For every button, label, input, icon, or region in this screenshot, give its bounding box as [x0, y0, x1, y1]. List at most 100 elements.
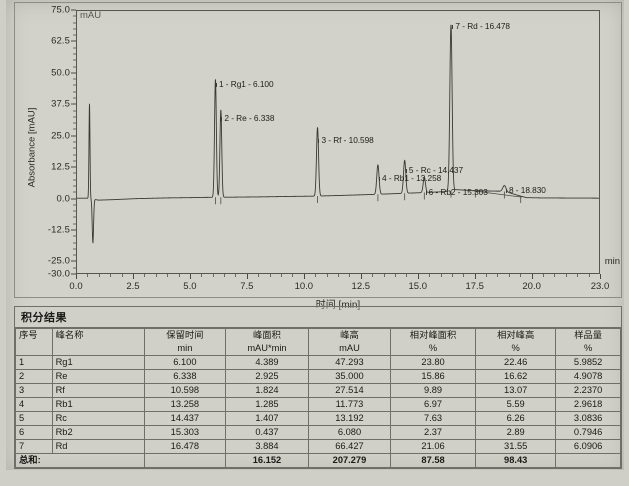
y-tick-minor [73, 147, 76, 149]
results-table: 序号 峰名称 保留时间 min 峰面积 mAU*min 峰高 mAU 相对峰面积% 相对峰高%… [15, 328, 621, 468]
chart-outer-frame [14, 2, 622, 298]
cell-amount: 6.0906 [555, 439, 621, 454]
x-tick-minor [383, 274, 385, 277]
y-tick-minor [73, 91, 76, 93]
x-tick-minor [178, 274, 180, 277]
x-axis-unit: min [604, 256, 620, 267]
table-row[interactable]: 1 Rg1 6.100 4.389 47.293 23.80 22.46 5.9852 [15, 355, 621, 370]
x-tick-minor [577, 274, 579, 277]
cell-height: 27.514 [307, 383, 391, 398]
y-tick-minor [73, 59, 76, 61]
x-tick-minor [167, 274, 169, 277]
chromatogram-trace [77, 11, 599, 273]
cell-rel_area: 15.86 [389, 369, 477, 384]
peak-marker-Rc [405, 169, 407, 173]
results-title: 积分结果 [15, 307, 621, 328]
column-header-line1: 样品量 [574, 330, 603, 340]
cell-name: Re [51, 369, 145, 384]
y-tick-label: 12.5 [51, 161, 70, 173]
table-row[interactable]: 2 Re 6.338 2.925 35.000 15.86 16.62 4.9078 [15, 369, 621, 384]
peak-label-Rc: 5 - Rc - 14.437 [408, 165, 464, 175]
y-tick-minor [73, 235, 76, 237]
column-header-1: 峰名称 [51, 328, 145, 356]
cell-rel_height: 31.55 [475, 439, 557, 454]
y-tick-minor [73, 204, 76, 206]
y-tick-mark [71, 103, 76, 105]
column-header-line2: % [511, 343, 520, 353]
integration-baseline [470, 190, 522, 197]
cell-name: Rf [51, 383, 145, 398]
sum-rt [143, 453, 226, 468]
cell-area: 2.925 [224, 369, 309, 384]
sum-label: 总和: [15, 453, 145, 468]
plot-area[interactable]: 1 - Rg1 - 6.100 2 - Re - 6.338 3 - Rf - 10… [76, 10, 600, 274]
cell-rel_area: 9.89 [389, 383, 477, 398]
cell-area: 4.389 [224, 355, 309, 370]
y-tick-minor [73, 28, 76, 30]
column-header-line1: 相对峰高 [497, 330, 535, 340]
y-tick-mark [71, 260, 76, 262]
x-tick-minor [565, 274, 567, 277]
peak-marker-Rf [318, 139, 320, 143]
y-tick-label: 75.0 [51, 4, 70, 16]
cell-amount: 4.9078 [555, 369, 621, 384]
y-tick-minor [73, 53, 76, 55]
x-tick-minor [508, 274, 510, 277]
y-tick-label: 0.0 [56, 193, 70, 205]
cell-rel_area: 23.80 [389, 355, 477, 370]
x-tick-minor [281, 274, 283, 277]
integration-results-panel: 积分结果 序号 峰名称 保留时间 min 峰面积 mAU*min 峰高 mAU 相对峰面积%… [14, 306, 622, 469]
peak-marker-Rd [452, 25, 454, 29]
y-tick-minor [73, 210, 76, 212]
column-header-5: 相对峰面积% [389, 328, 477, 356]
x-tick-mark [246, 274, 248, 279]
x-tick-mark [132, 274, 134, 279]
peak-label-Rb2: 6 - Rb2 - 15.303 [428, 187, 488, 197]
x-axis-ticks: 0.0 2.5 5.0 7.5 10.0 12.5 15.0 17.5 20.0 23.0 [69, 274, 609, 296]
column-header-line2: % [428, 343, 438, 353]
table-row[interactable]: 4 Rb1 13.258 1.285 11.773 6.97 5.59 2.9618 [15, 397, 621, 412]
peak-marker-Rb1 [379, 177, 381, 181]
cell-rel_area: 7.63 [389, 411, 477, 426]
cell-rel_height: 16.62 [475, 369, 557, 384]
x-tick-minor [235, 274, 237, 277]
y-tick-minor [73, 78, 76, 80]
peak-label-8: 8 - 18.830 [508, 185, 546, 195]
cell-rel_height: 22.46 [475, 355, 557, 370]
y-tick-mark [71, 9, 76, 11]
table-row[interactable]: 5 Rc 14.437 1.407 13.192 7.63 6.26 3.0836 [15, 411, 621, 426]
y-tick-mark [71, 198, 76, 200]
cell-rt: 10.598 [143, 383, 226, 398]
x-tick-minor [292, 274, 294, 277]
x-tick-minor [224, 274, 226, 277]
y-axis-unit: mAU [80, 10, 102, 21]
y-tick-minor [73, 122, 76, 124]
column-header-6: 相对峰高% [475, 328, 557, 356]
signal-trace [77, 25, 599, 243]
x-tick-mark [303, 274, 305, 279]
table-row[interactable]: 3 Rf 10.598 1.824 27.514 9.89 13.07 2.2370 [15, 383, 621, 398]
table-row[interactable]: 7 Rd 16.478 3.884 66.427 21.06 31.55 6.0906 [15, 439, 621, 454]
cell-rt: 15.303 [143, 425, 226, 440]
sum-amount [555, 453, 621, 468]
cell-rel_height: 6.26 [475, 411, 557, 426]
x-tick-label: 0.0 [69, 281, 83, 292]
y-tick-label: 62.5 [51, 35, 70, 47]
peak-marker-Rb2 [425, 191, 427, 195]
x-tick-label: 2.5 [126, 281, 140, 292]
x-tick-mark [360, 274, 362, 279]
x-tick-minor [497, 274, 499, 277]
cell-rt: 13.258 [143, 397, 226, 412]
cell-area: 1.407 [224, 411, 309, 426]
y-tick-minor [73, 22, 76, 24]
x-tick-minor [326, 274, 328, 277]
peak-label-Re: 2 - Re - 6.338 [224, 113, 275, 123]
cell-name: Rd [51, 439, 145, 454]
x-tick-minor [451, 274, 453, 277]
table-row[interactable]: 6 Rb2 15.303 0.437 6.080 2.37 2.89 0.7946 [15, 425, 621, 440]
y-tick-minor [73, 116, 76, 118]
column-header-line1: 序号 [19, 330, 38, 340]
cell-no: 5 [15, 411, 53, 426]
cell-no: 3 [15, 383, 53, 398]
